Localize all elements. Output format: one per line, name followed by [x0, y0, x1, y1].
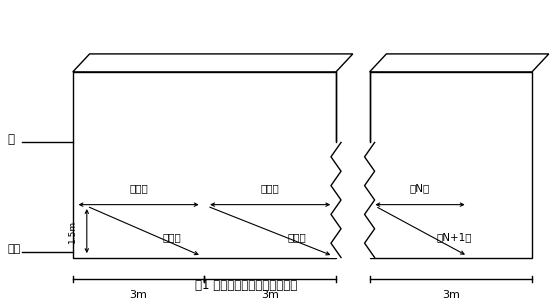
Polygon shape [370, 54, 549, 72]
Polygon shape [329, 142, 343, 258]
Text: 第N+1尺: 第N+1尺 [437, 232, 472, 242]
Text: 3m: 3m [262, 290, 279, 300]
Polygon shape [73, 54, 353, 72]
Text: 第一尺: 第一尺 [129, 183, 148, 193]
Text: 地面: 地面 [7, 244, 21, 253]
Text: 第三尺: 第三尺 [261, 183, 279, 193]
Polygon shape [363, 142, 376, 258]
Polygon shape [370, 72, 532, 258]
Text: 1.5m: 1.5m [68, 219, 77, 243]
Text: 第二尺: 第二尺 [162, 232, 181, 242]
Polygon shape [73, 72, 336, 258]
Text: 第N尺: 第N尺 [410, 183, 430, 193]
Text: 图1 超长混凝土墙平整度测量图: 图1 超长混凝土墙平整度测量图 [195, 279, 297, 292]
Text: 3m: 3m [130, 290, 147, 300]
Text: 3m: 3m [442, 290, 460, 300]
Text: 墙: 墙 [8, 133, 15, 146]
Text: 第四尺: 第四尺 [287, 232, 306, 242]
